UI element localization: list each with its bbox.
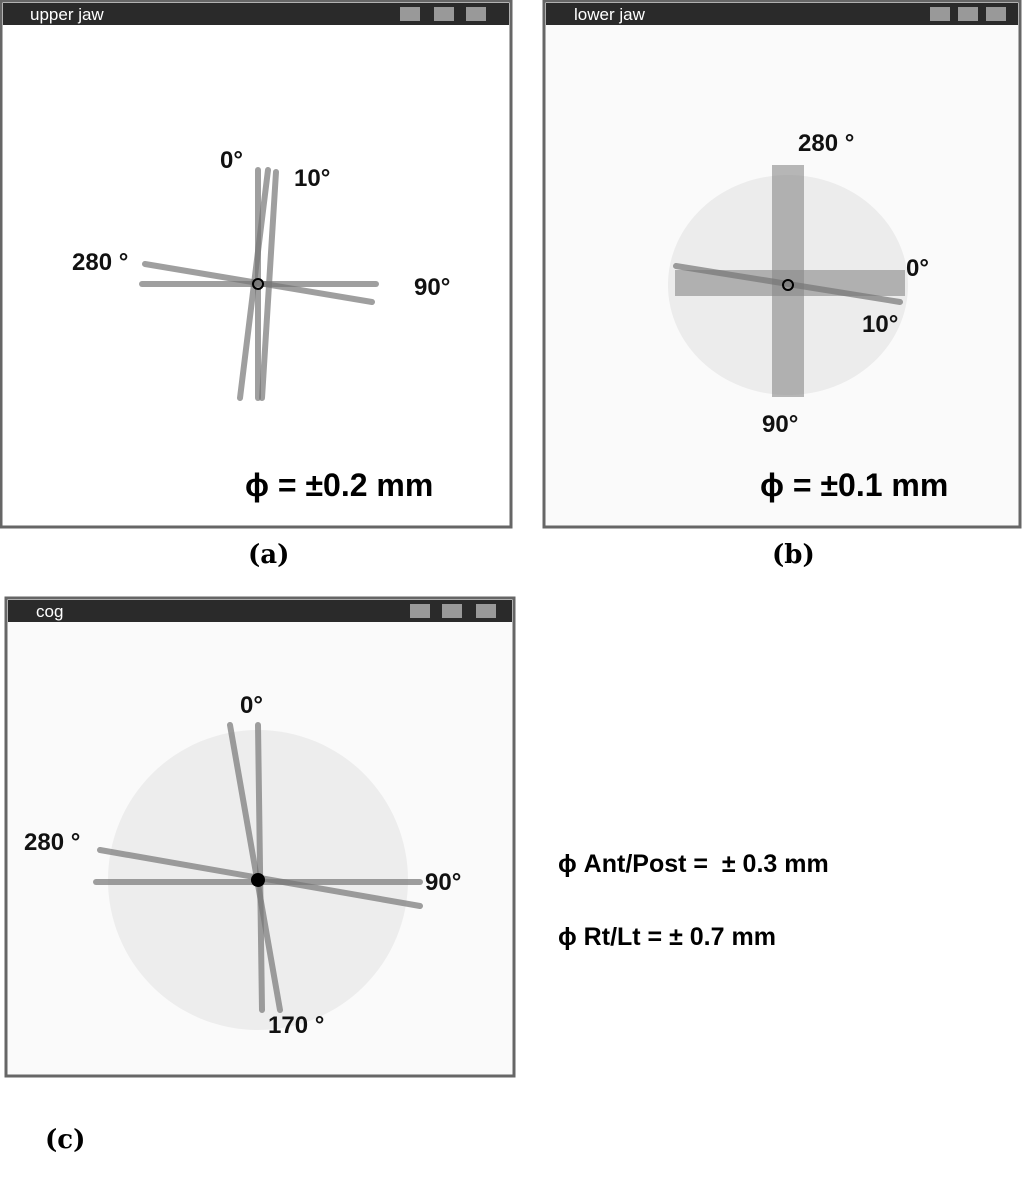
figure: upper jaw 0° 10° 280 ° 90° ϕ = ±0.2 mm (…: [0, 0, 1022, 1193]
angle-label: 10°: [862, 311, 898, 338]
angle-label: 90°: [425, 869, 461, 896]
angle-label: 280 °: [24, 829, 80, 856]
window-b: lower jaw 280 ° 0° 10° 90° ϕ = ±0.1 mm: [544, 1, 1020, 527]
note: ϕ Rt/Lt = ± 0.7 mm: [558, 923, 776, 951]
angle-label: 280 °: [798, 130, 854, 157]
caption: (b): [772, 540, 815, 570]
angle-label: 0°: [906, 255, 929, 282]
angle-label: 0°: [240, 692, 263, 719]
page: upper jaw 0° 10° 280 ° 90° ϕ = ±0.2 mm (…: [0, 0, 1022, 1193]
angle-label: 90°: [762, 411, 798, 438]
window-title: lower jaw: [574, 5, 646, 24]
window-c: cog 0° 280 ° 90° 170 °: [6, 598, 514, 1076]
window-title: upper jaw: [30, 5, 104, 24]
angle-label: 280 °: [72, 249, 128, 276]
caption: (a): [248, 540, 289, 570]
angle-label: 90°: [414, 274, 450, 301]
angle-label: 170 °: [268, 1012, 324, 1039]
precision: ϕ = ±0.1 mm: [760, 467, 948, 503]
note: ϕ Ant/Post = ± 0.3 mm: [558, 850, 829, 878]
caption: (c): [45, 1125, 85, 1155]
precision: ϕ = ±0.2 mm: [245, 467, 433, 503]
window-a: upper jaw 0° 10° 280 ° 90° ϕ = ±0.2 mm: [1, 1, 511, 527]
angle-label: 0°: [220, 147, 243, 174]
angle-label: 10°: [294, 165, 330, 192]
window-title: cog: [36, 602, 63, 621]
